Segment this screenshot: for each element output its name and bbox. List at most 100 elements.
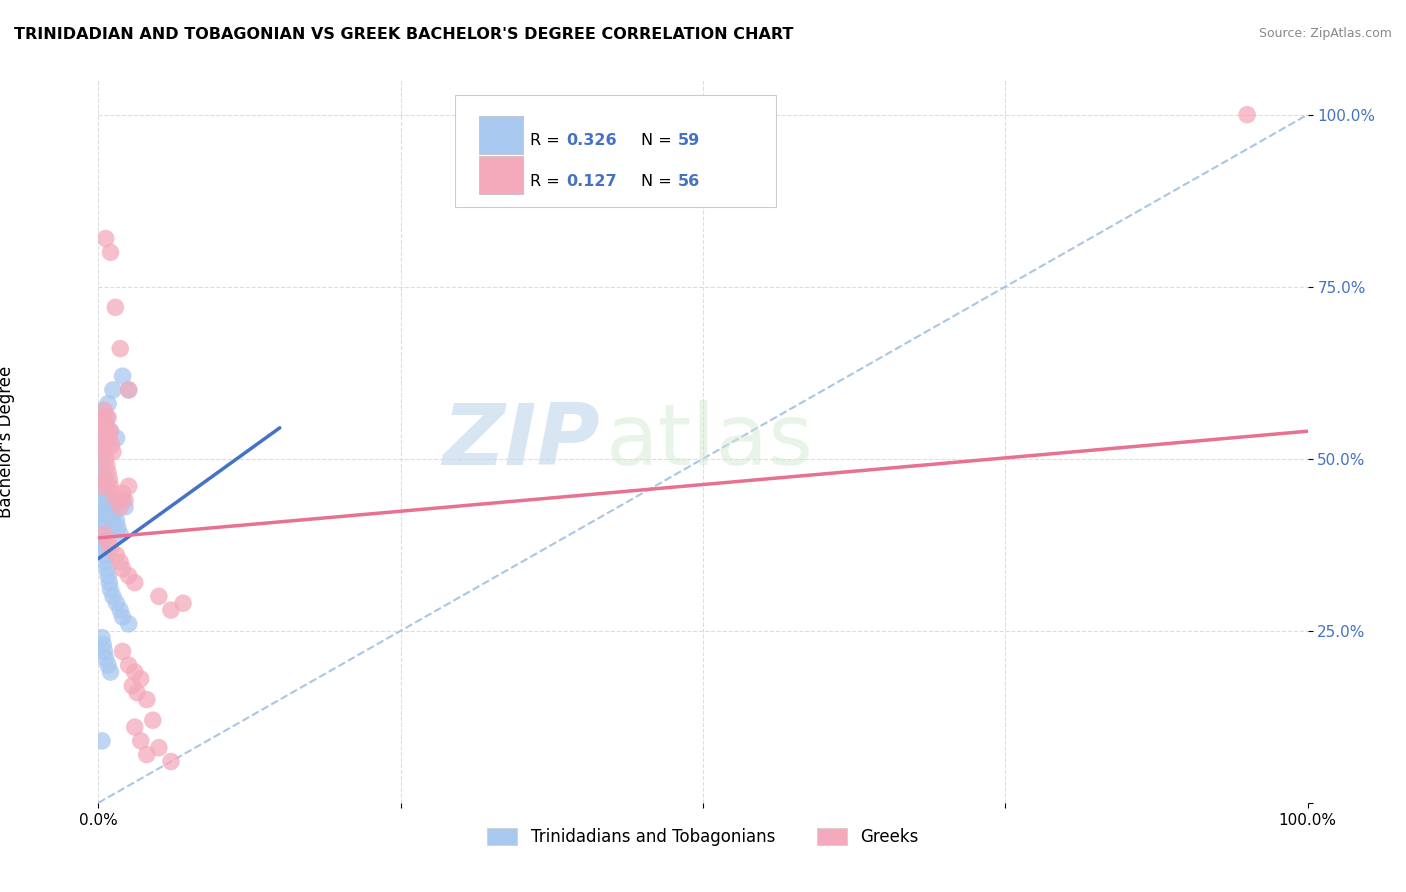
Point (93, 527, 115, 541)
Point (129, 672, 152, 686)
Point (124, 665, 146, 679)
Point (94, 479, 117, 493)
Point (111, 644, 134, 658)
FancyBboxPatch shape (479, 156, 523, 194)
Point (100, 665, 122, 679)
Point (104, 301, 127, 315)
Point (114, 500, 136, 514)
Point (148, 590, 170, 604)
Y-axis label: Bachelor's Degree: Bachelor's Degree (0, 366, 15, 517)
Point (118, 479, 141, 493)
Text: atlas: atlas (606, 400, 814, 483)
Point (89, 431, 111, 445)
Point (93, 472, 115, 486)
Point (107, 520, 129, 534)
Point (100, 479, 122, 493)
Point (90, 520, 112, 534)
Point (105, 596, 128, 610)
Point (111, 562, 134, 576)
Point (96, 458, 118, 473)
Point (91, 458, 114, 473)
Point (89, 500, 111, 514)
Point (91, 541, 114, 556)
Point (101, 590, 124, 604)
Point (89, 445, 111, 459)
Point (94, 417, 117, 432)
Text: TRINIDADIAN AND TOBAGONIAN VS GREEK BACHELOR'S DEGREE CORRELATION CHART: TRINIDADIAN AND TOBAGONIAN VS GREEK BACH… (14, 27, 793, 42)
Point (127, 686, 149, 700)
Point (111, 493, 134, 508)
Point (100, 541, 122, 556)
Point (90, 514, 112, 528)
Text: N =: N = (641, 133, 678, 148)
Point (89, 438, 111, 452)
Point (96, 424, 118, 438)
Point (93, 644, 115, 658)
Point (93, 417, 115, 432)
Point (124, 720, 146, 734)
Point (90, 424, 112, 438)
Point (91, 479, 114, 493)
Point (118, 568, 141, 582)
Point (90, 451, 112, 466)
Point (118, 383, 141, 397)
Point (97, 493, 120, 508)
Point (108, 342, 131, 356)
Point (100, 424, 122, 438)
Point (148, 740, 170, 755)
Point (91, 403, 114, 417)
Point (114, 493, 136, 508)
Point (97, 397, 120, 411)
Point (91, 438, 114, 452)
Point (97, 410, 120, 425)
Point (91, 631, 114, 645)
Text: 56: 56 (678, 174, 700, 189)
Point (96, 486, 118, 500)
Point (98, 431, 121, 445)
Point (108, 500, 131, 514)
Point (135, 692, 157, 706)
FancyBboxPatch shape (456, 95, 776, 207)
Point (105, 548, 128, 562)
Point (118, 658, 141, 673)
Point (100, 424, 122, 438)
Point (97, 658, 120, 673)
Point (93, 445, 115, 459)
Point (91, 638, 114, 652)
Text: Source: ZipAtlas.com: Source: ZipAtlas.com (1258, 27, 1392, 40)
Point (100, 438, 122, 452)
Text: R =: R = (530, 174, 565, 189)
Point (101, 383, 124, 397)
Point (97, 466, 120, 480)
Point (100, 582, 122, 597)
Point (91, 410, 114, 425)
FancyBboxPatch shape (479, 117, 523, 154)
Text: N =: N = (641, 174, 678, 189)
Point (91, 534, 114, 549)
Point (108, 603, 131, 617)
Point (142, 713, 165, 727)
Point (93, 403, 115, 417)
Point (97, 568, 120, 582)
Point (91, 734, 114, 748)
Legend: Trinidadians and Tobagonians, Greeks: Trinidadians and Tobagonians, Greeks (474, 814, 932, 860)
Point (94, 651, 117, 665)
Point (94, 231, 117, 245)
Text: ZIP: ZIP (443, 400, 600, 483)
Point (98, 472, 121, 486)
Text: 0.326: 0.326 (567, 133, 617, 148)
Point (135, 747, 157, 762)
Point (105, 431, 128, 445)
Point (121, 679, 143, 693)
Text: 0.127: 0.127 (567, 174, 617, 189)
Point (105, 514, 128, 528)
Point (98, 500, 121, 514)
Point (100, 514, 122, 528)
Point (91, 534, 114, 549)
Point (89, 507, 111, 521)
Point (91, 410, 114, 425)
Point (98, 575, 121, 590)
Point (103, 507, 125, 521)
Point (89, 493, 111, 508)
Point (118, 383, 141, 397)
